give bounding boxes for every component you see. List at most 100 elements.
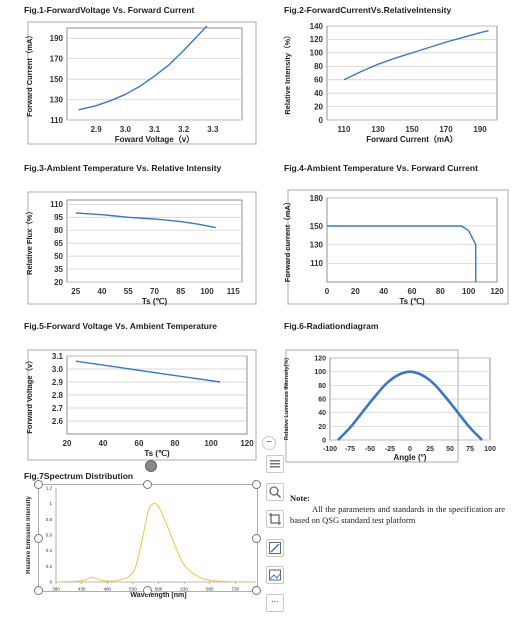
y-tick-label: 100 bbox=[314, 369, 326, 376]
y-tick-label: 3.1 bbox=[52, 352, 64, 361]
x-tick-label: 20 bbox=[63, 439, 72, 448]
y-tick-label: 190 bbox=[50, 34, 64, 43]
more-options-icon[interactable]: ... bbox=[266, 594, 284, 612]
image-selection-frame[interactable] bbox=[38, 484, 258, 592]
x-tick-label: 55 bbox=[124, 287, 133, 296]
resize-handle-left[interactable] bbox=[34, 534, 43, 543]
y-tick-label: 120 bbox=[314, 355, 326, 362]
y-axis-label: Relative Flux（%） bbox=[24, 207, 34, 275]
note-block: Note: All the parameters and standards i… bbox=[290, 493, 505, 526]
chart-frame bbox=[27, 21, 257, 145]
x-tick-label: -50 bbox=[365, 446, 375, 453]
y-tick-label: 50 bbox=[54, 252, 63, 261]
resize-handle-bottom[interactable] bbox=[143, 586, 152, 595]
fig4-title: Fig.4-Ambient Temperature Vs. Forward Cu… bbox=[284, 163, 478, 173]
x-tick-label: 80 bbox=[436, 287, 445, 296]
y-tick-label: 110 bbox=[50, 200, 63, 209]
x-tick-label: 480 bbox=[103, 587, 111, 592]
x-tick-label: 60 bbox=[135, 439, 144, 448]
resize-handle-bottom-right[interactable] bbox=[252, 586, 261, 595]
resize-handle-top[interactable] bbox=[143, 480, 152, 489]
plot-area bbox=[326, 25, 498, 121]
y-tick-label: 20 bbox=[314, 102, 323, 111]
y-tick-label: 0.2 bbox=[46, 564, 53, 569]
x-tick-label: 380 bbox=[52, 587, 60, 592]
y-tick-label: 20 bbox=[318, 424, 326, 431]
x-tick-label: 60 bbox=[408, 287, 417, 296]
series-line bbox=[343, 30, 489, 81]
y-axis-label: Relative Emission Intensity bbox=[26, 495, 32, 573]
chart-frame bbox=[287, 189, 509, 305]
y-tick-label: 0 bbox=[49, 580, 52, 585]
y-tick-label: 1 bbox=[49, 501, 52, 506]
fig1-title: Fig.1-ForwardVoltage Vs. Forward Current bbox=[24, 5, 195, 15]
chart-svg: 110 130 150 180 0 20 40 60 80 100 120 Ts (℃) Forward… bbox=[282, 189, 509, 306]
y-tick-label: 0.8 bbox=[46, 517, 53, 522]
chart-svg: 20 35 50 65 80 95 110 25 40 55 70 85 100 115 Ts (℃) Rel… bbox=[24, 191, 257, 306]
x-tick-label: 630 bbox=[180, 587, 188, 592]
crop-icon[interactable] bbox=[266, 510, 284, 528]
x-tick-label: 580 bbox=[155, 587, 163, 592]
x-axis-label: Ts (℃) bbox=[142, 297, 168, 306]
x-tick-label: 730 bbox=[232, 587, 240, 592]
y-axis-label: Forward Current（mA） bbox=[24, 31, 34, 117]
fig7-title: Fig.7Spectrum Distribution bbox=[24, 471, 134, 481]
y-tick-label: 170 bbox=[50, 54, 64, 63]
zoom-icon[interactable] bbox=[266, 483, 284, 501]
x-tick-label: 150 bbox=[405, 125, 419, 134]
resize-handle-bottom-left[interactable] bbox=[34, 586, 43, 595]
x-tick-label: 80 bbox=[171, 439, 180, 448]
x-tick-label: 3.3 bbox=[207, 125, 219, 134]
x-tick-label: -25 bbox=[385, 446, 395, 453]
y-tick-label: 0 bbox=[322, 437, 326, 444]
x-tick-label: 190 bbox=[473, 125, 487, 134]
y-tick-label: 2.6 bbox=[52, 417, 64, 426]
x-tick-label: 70 bbox=[150, 287, 159, 296]
x-tick-label: 20 bbox=[351, 287, 360, 296]
resize-handle-top-left[interactable] bbox=[34, 480, 43, 489]
rotate-handle[interactable] bbox=[145, 460, 157, 472]
y-tick-label: 1.2 bbox=[46, 486, 53, 491]
x-tick-label: -75 bbox=[345, 446, 355, 453]
edit-image-icon[interactable] bbox=[266, 539, 284, 557]
note-body: All the parameters and standards in the … bbox=[290, 504, 505, 525]
x-tick-label: 530 bbox=[129, 587, 137, 592]
picture-tools-icon[interactable] bbox=[266, 566, 284, 584]
x-tick-label: 120 bbox=[490, 287, 504, 296]
y-tick-label: 65 bbox=[54, 239, 63, 248]
x-tick-label: 40 bbox=[379, 287, 388, 296]
chart-radiation-diagram: 0 20 40 60 80 100 120 -100 -75 -50 -25 0 25 50 75 100 An… bbox=[282, 348, 512, 468]
x-tick-label: 3.0 bbox=[120, 125, 132, 134]
x-axis-label: Angle (°) bbox=[394, 453, 427, 462]
collapse-icon[interactable]: − bbox=[262, 436, 276, 450]
y-tick-label: 60 bbox=[318, 396, 326, 403]
y-axis-label: Forward Voltage（v） bbox=[24, 356, 34, 433]
x-tick-label: 100 bbox=[204, 439, 218, 448]
resize-handle-right[interactable] bbox=[252, 534, 261, 543]
y-tick-label: 180 bbox=[310, 194, 324, 203]
y-tick-label: 95 bbox=[54, 213, 63, 222]
chart-forward-current-vs-intensity: 0 20 40 60 80 100 120 140 110 130 150 170 190 Forward… bbox=[282, 18, 512, 148]
layout-options-icon[interactable] bbox=[266, 455, 284, 473]
x-tick-label: 130 bbox=[371, 125, 385, 134]
chart-frame bbox=[27, 191, 257, 305]
x-tick-label: 2.9 bbox=[91, 125, 103, 134]
x-tick-label: 75 bbox=[466, 446, 474, 453]
series-line bbox=[55, 502, 262, 583]
x-tick-label: 100 bbox=[484, 446, 496, 453]
x-tick-label: 40 bbox=[98, 287, 107, 296]
y-tick-label: 20 bbox=[54, 278, 63, 287]
chart-svg: 2.6 2.7 2.8 2.9 3.0 3.1 20 40 60 80 100 120 Ts (℃) Fo… bbox=[24, 349, 257, 461]
chart-svg: 0 20 40 60 80 100 120 -100 -75 -50 -25 0 25 50 75 100 An… bbox=[284, 349, 496, 463]
chart-temperature-vs-intensity: 20 35 50 65 80 95 110 25 40 55 70 85 100 115 Ts (℃) Rel… bbox=[22, 188, 262, 310]
x-tick-label: 3.1 bbox=[149, 125, 161, 134]
x-axis-label: Wavelength [nm] bbox=[130, 592, 186, 599]
x-tick-label: 50 bbox=[446, 446, 454, 453]
chart-temperature-vs-current: 110 130 150 180 0 20 40 60 80 100 120 Ts (℃) Forward… bbox=[282, 188, 512, 310]
y-tick-label: 40 bbox=[318, 410, 326, 417]
x-tick-label: 85 bbox=[176, 287, 185, 296]
y-tick-label: 80 bbox=[318, 383, 326, 390]
y-tick-label: 150 bbox=[310, 222, 324, 231]
resize-handle-top-right[interactable] bbox=[252, 480, 261, 489]
y-tick-label: 120 bbox=[310, 35, 324, 44]
